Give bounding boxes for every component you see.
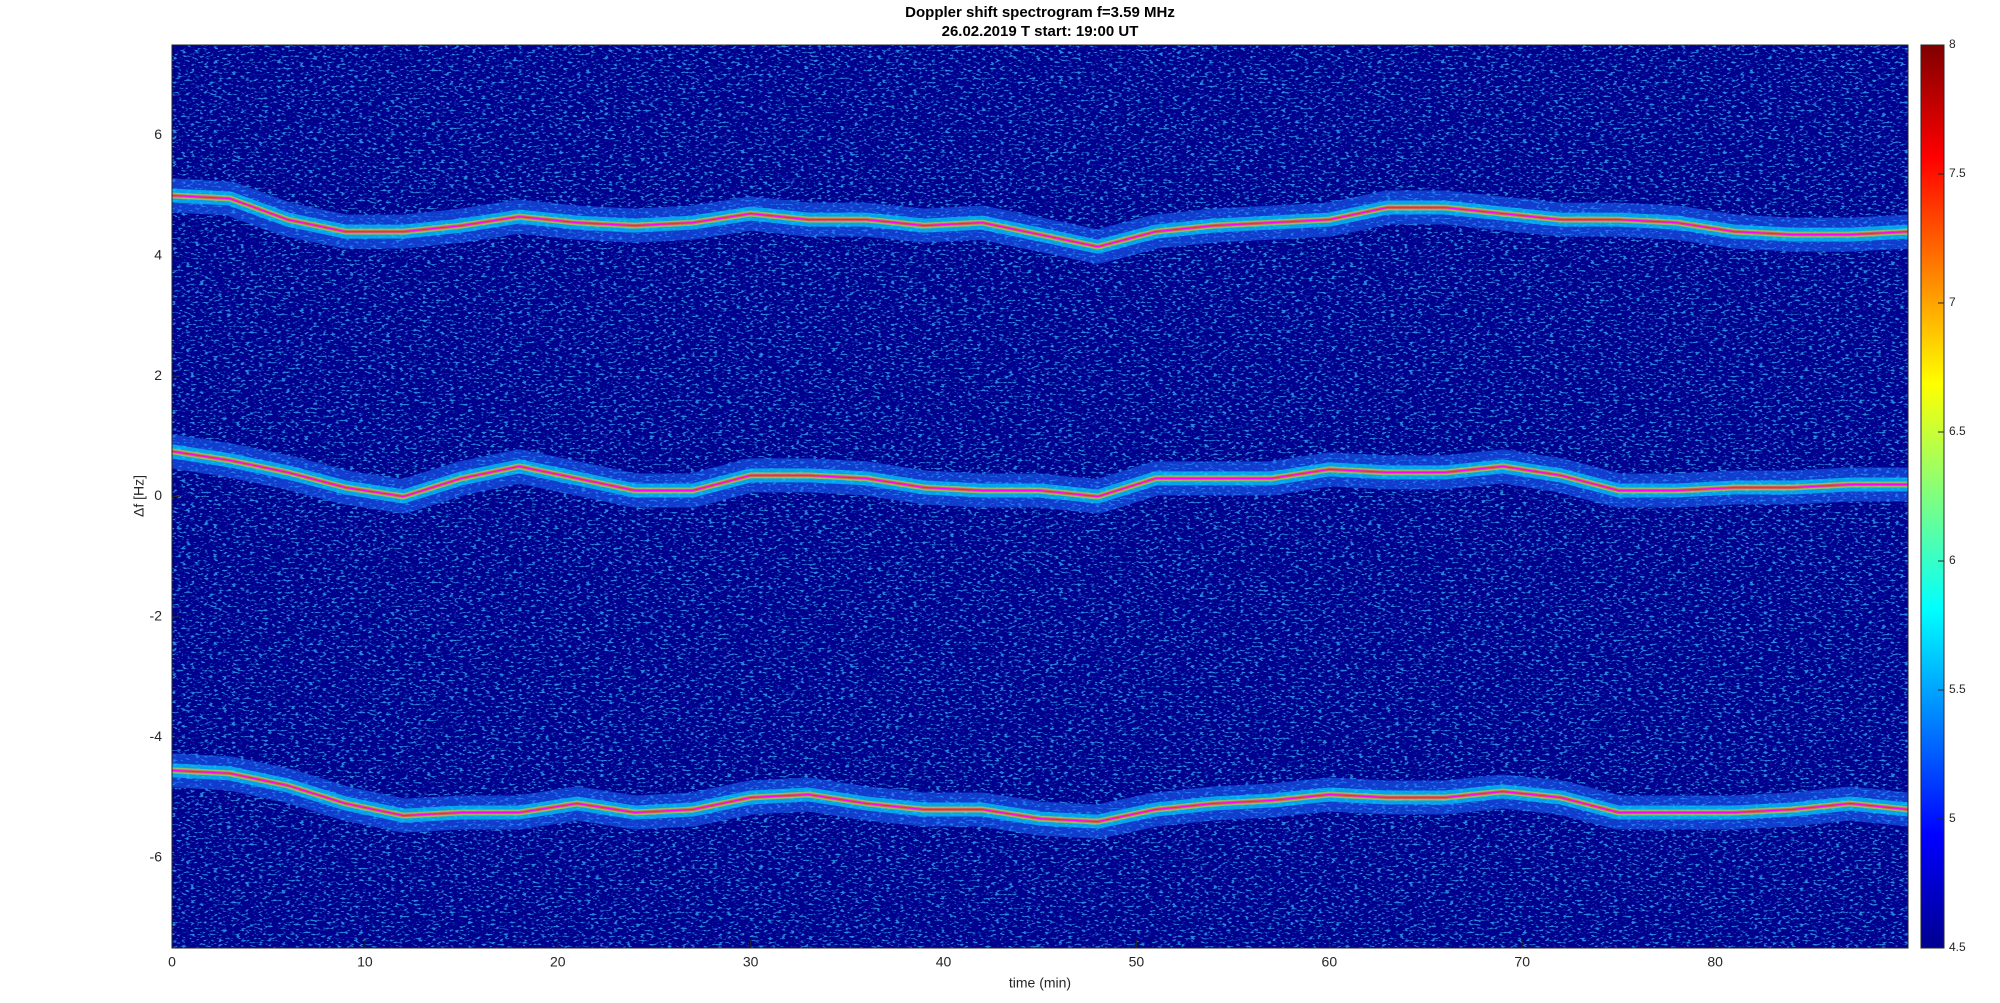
colorbar: [1920, 44, 1945, 949]
chart-title: Doppler shift spectrogram f=3.59 MHz: [905, 4, 1175, 21]
colorbar-tick-label: 5: [1949, 811, 1956, 825]
colorbar-tick-label: 6: [1949, 553, 1956, 567]
colorbar-tick-label: 8: [1949, 37, 1956, 51]
y-tick-label: -6: [150, 848, 163, 864]
x-tick-label: 60: [1322, 954, 1338, 970]
x-tick-label: 80: [1707, 954, 1723, 970]
x-axis-label: time (min): [1009, 975, 1071, 991]
colorbar-tick-label: 6.5: [1949, 424, 1966, 438]
y-axis-label: Δf [Hz]: [131, 475, 147, 517]
y-tick-label: 4: [154, 246, 162, 262]
y-tick-label: -2: [150, 608, 163, 624]
trace-line: [172, 769, 1908, 823]
trace-line: [172, 194, 1908, 248]
x-tick-label: 0: [168, 954, 176, 970]
y-tick-label: 2: [154, 367, 162, 383]
trace-line: [172, 450, 1908, 498]
x-tick-label: 20: [550, 954, 566, 970]
colorbar-tick-label: 7: [1949, 295, 1956, 309]
traces: [172, 178, 1908, 839]
y-tick-label: -4: [150, 728, 163, 744]
colorbar-tick-label: 5.5: [1949, 682, 1966, 696]
x-tick-label: 50: [1129, 954, 1145, 970]
y-tick-label: 6: [154, 126, 162, 142]
x-tick-label: 40: [936, 954, 952, 970]
chart-subtitle: 26.02.2019 T start: 19:00 UT: [942, 23, 1139, 40]
y-tick-label: 0: [154, 487, 162, 503]
x-tick-label: 30: [743, 954, 759, 970]
x-tick-label: 10: [357, 954, 373, 970]
colorbar-tick-label: 7.5: [1949, 166, 1966, 180]
x-tick-label: 70: [1514, 954, 1530, 970]
colorbar-tick-label: 4.5: [1949, 940, 1966, 954]
